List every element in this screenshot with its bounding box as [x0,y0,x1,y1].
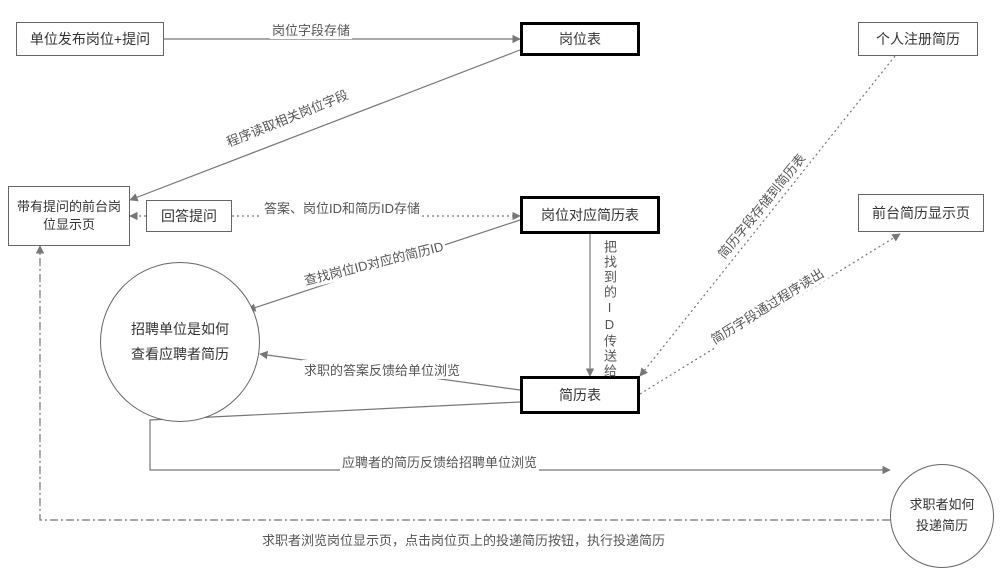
node-employer-view: 招聘单位是如何 查看应聘者简历 [100,262,260,422]
circle-label: 招聘单位是如何 查看应聘者简历 [131,317,229,367]
edge-label-e7: 简历字段通过程序读出 [705,262,829,349]
edge-label-e6: 把找到的ID传送给 [600,240,619,379]
node-resume-table: 简历表 [520,376,640,414]
node-front-job-page: 带有提问的前台岗位显示页 [8,186,130,246]
edge-label-e3: 答案、岗位ID和简历ID存储 [262,198,422,217]
node-job-resume-map: 岗位对应简历表 [520,196,660,234]
node-job-table: 岗位表 [520,22,640,56]
edge-label-e2: 程序读取相关岗位字段 [221,84,352,152]
edge-label-e4: 查找岗位ID对应的简历ID [300,235,447,289]
node-answer-question: 回答提问 [146,200,232,232]
edge-label-e1: 岗位字段存储 [270,20,352,39]
edge-label-e10: 求职者浏览岗位显示页，点击岗位页上的投递简历按钮，执行投递简历 [260,530,667,549]
node-front-resume: 前台简历显示页 [858,194,984,232]
edge-label-e9: 应聘者的简历反馈给招聘单位浏览 [340,452,539,471]
circle-label: 求职者如何 投递简历 [909,495,974,537]
edge-label-e8: 简历字段存储到简历表 [711,147,810,263]
node-register-resume: 个人注册简历 [858,22,978,56]
edge-label-e5: 求职的答案反馈给单位浏览 [302,360,462,379]
node-publish-job: 单位发布岗位+提问 [16,22,164,56]
node-seeker-deliver: 求职者如何 投递简历 [890,464,994,568]
